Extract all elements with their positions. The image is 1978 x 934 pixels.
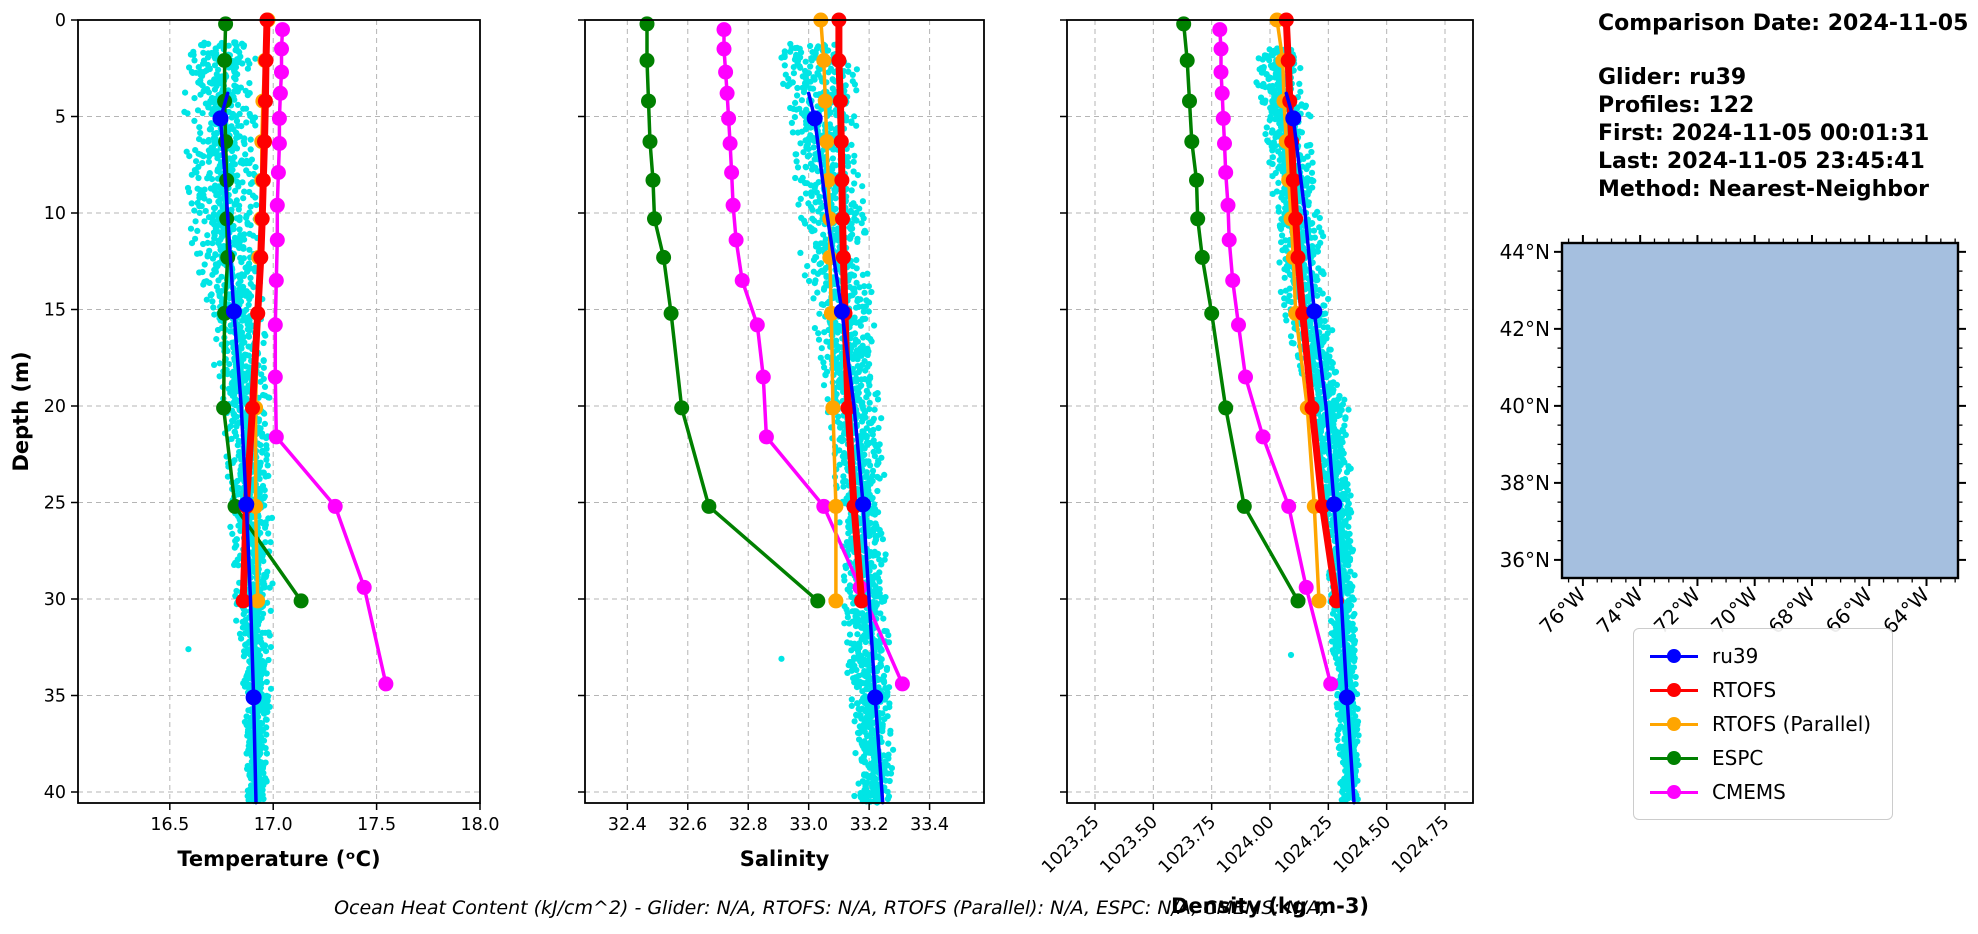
x-tick-label: 1024.25 [1272,812,1337,877]
x-tick-label: 1023.50 [1097,812,1162,877]
legend-swatch [1650,716,1698,732]
legend-swatch [1650,648,1698,664]
comparison-date: Comparison Date: 2024-11-05 [1598,11,1969,36]
info-panel: Comparison Date: 2024-11-05 Glider: ru39… [1598,10,1968,204]
x-tick-label: 32.6 [668,815,707,835]
x-tick-label: 33.4 [910,815,949,835]
x-tick-label: 17.5 [357,815,396,835]
profiles-count: Profiles: 122 [1598,93,1755,118]
y-tick-label: 0 [55,11,66,31]
map-frame [1560,241,1960,580]
legend-item-cmems: CMEMS [1650,775,1876,809]
x-tick-label: 16.5 [150,815,189,835]
x-tick-label: 1024.00 [1213,812,1278,877]
y-tick-label: 35 [44,686,66,706]
map-ocean [1562,243,1958,578]
y-tick-label: 10 [44,204,66,224]
x-tick-label: 1023.75 [1155,812,1220,877]
x-axis-label: Temperature (ᵒC) [177,847,380,871]
first-timestamp: First: 2024-11-05 00:01:31 [1598,121,1930,146]
x-tick-label: 1024.50 [1330,812,1395,877]
method: Method: Nearest-Neighbor [1598,177,1929,202]
legend-label: CMEMS [1712,780,1786,804]
last-timestamp: Last: 2024-11-05 23:45:41 [1598,149,1925,174]
series-rtofs [235,12,275,609]
glider-name: Glider: ru39 [1598,65,1747,90]
y-tick-label: 30 [44,590,66,610]
x-tick-label: 1024.75 [1388,812,1453,877]
series-espc [1176,16,1306,609]
y-tick-label: 40 [44,783,66,803]
legend-label: ESPC [1712,746,1764,770]
map-lat-label: 42°N [1500,317,1550,341]
series-cmems [1212,22,1339,692]
legend-label: ru39 [1712,644,1759,668]
series-ru39 [806,91,885,805]
legend-item-rtofs-parallel-: RTOFS (Parallel) [1650,707,1876,741]
legend-item-espc: ESPC [1650,741,1876,775]
gridlines [1067,19,1473,803]
y-tick-label: 5 [55,107,66,127]
series-ru39 [1284,91,1356,805]
map-lat-label: 40°N [1500,394,1550,418]
x-tick-label: 32.8 [729,815,768,835]
x-tick-label: 32.4 [608,815,647,835]
series-cmems [267,22,394,692]
map-lat-label: 44°N [1500,240,1550,264]
x-tick-label: 1023.25 [1038,812,1103,877]
y-tick-label: 25 [44,493,66,513]
ohc-annotation: Ocean Heat Content (kJ/cm^2) - Glider: N… [334,897,1326,919]
map: 76°W 74°W 72°W 70°W 68°W 66°W 64°W44°N42°N40°N… [1500,235,1966,639]
density-profile-chart: 1023.251023.501023.751024.001024.251024.… [1038,12,1474,918]
y-tick-label: 20 [44,397,66,417]
legend-item-rtofs: RTOFS [1650,673,1876,707]
map-lat-label: 38°N [1500,471,1550,495]
legend: ru39 RTOFS RTOFS (Parallel) ESPC CMEMS [1633,628,1893,820]
x-tick-label: 17.0 [254,815,293,835]
series-cmems [716,22,910,692]
x-axis-label: Salinity [740,847,830,871]
spacer [1598,38,1968,64]
map-lat-label: 36°N [1500,548,1550,572]
series-rtofs [831,12,870,609]
legend-swatch [1650,750,1698,766]
x-tick-label: 33.2 [850,815,889,835]
series-espc [639,16,826,609]
legend-swatch [1650,784,1698,800]
legend-swatch [1650,682,1698,698]
x-axis-label: Density (kg m-3) [1171,894,1369,918]
y-axis-label: Depth (m) [9,351,33,471]
legend-label: RTOFS [1712,678,1777,702]
x-tick-label: 33.0 [789,815,828,835]
temperature-profile-chart: 16.5 17.0 17.5 18.0 0 5 10 15 20 25 30 35 40 Temperat… [9,11,499,871]
legend-label: RTOFS (Parallel) [1712,712,1872,736]
legend-item-ru39: ru39 [1650,639,1876,673]
x-tick-label: 18.0 [461,815,500,835]
series-ru39 [212,91,262,805]
y-tick-label: 15 [44,300,66,320]
salinity-profile-chart: 32.4 32.6 32.8 33.0 33.2 33.4 Salinity [578,12,985,871]
